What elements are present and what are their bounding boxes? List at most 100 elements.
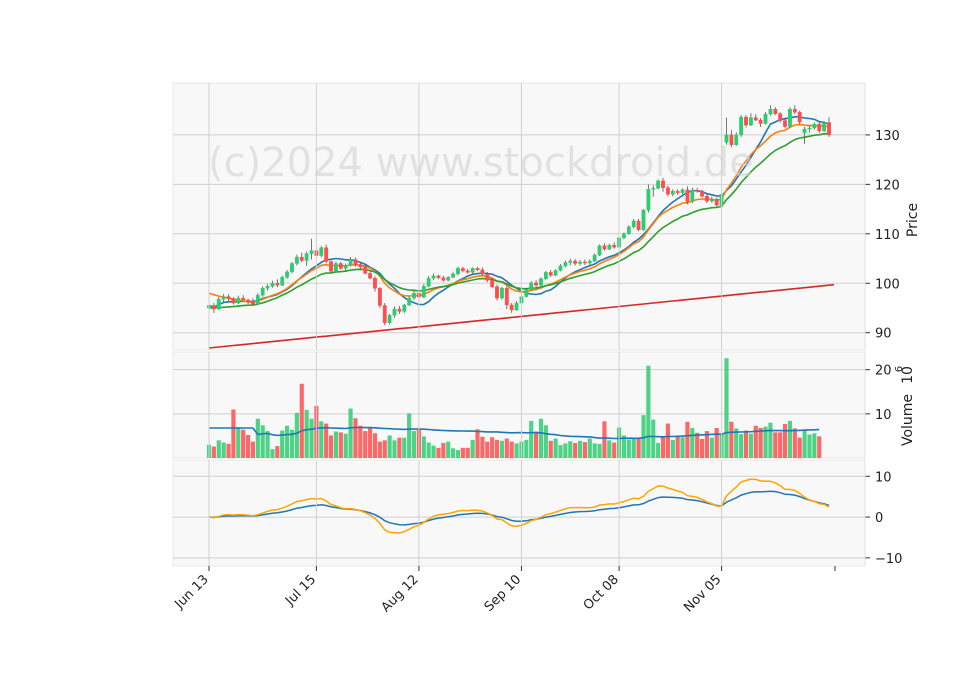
candle-body	[797, 111, 802, 123]
x-tick-label: Jul 15	[282, 572, 319, 609]
volume-bar	[328, 435, 334, 458]
volume-bar	[289, 429, 295, 458]
candle-body	[607, 244, 612, 250]
candle-body	[534, 282, 538, 286]
candle-body	[485, 273, 490, 281]
volume-bar	[270, 449, 275, 458]
x-tick-label: Oct 08	[581, 572, 622, 613]
candle-body	[290, 263, 294, 273]
candle-body	[280, 277, 285, 286]
candle-body	[802, 128, 807, 134]
volume-bar	[548, 440, 553, 458]
oscillator-tick-label: 0	[875, 511, 883, 526]
candle-body	[334, 263, 338, 272]
oscillator-line-2	[208, 478, 830, 534]
candle-body	[329, 261, 333, 272]
candle-body	[246, 299, 250, 302]
volume-bar	[631, 438, 636, 458]
volume-bar	[699, 439, 705, 458]
volume-bar	[504, 438, 509, 458]
volume-bar	[338, 432, 343, 458]
volume-bar	[294, 412, 299, 458]
candle-body	[592, 254, 597, 262]
candle-body	[285, 271, 290, 278]
volume-bar	[582, 442, 587, 458]
candle-body	[451, 273, 456, 278]
candle-body	[353, 259, 358, 265]
price-tick-label: 110	[875, 228, 900, 243]
candle-body	[480, 269, 485, 275]
volume-bar	[250, 441, 256, 458]
candle-body	[470, 268, 475, 273]
volume-bar	[509, 441, 514, 458]
volume-bar	[343, 433, 348, 458]
candle-body	[543, 272, 548, 280]
volume-bar	[587, 438, 592, 458]
volume-bar	[397, 437, 402, 458]
candle-body	[553, 270, 558, 276]
price-tick-label: 100	[875, 277, 900, 292]
candle-body	[763, 113, 768, 124]
candle-body	[690, 190, 695, 202]
volume-bar	[236, 427, 241, 458]
candle-body	[646, 189, 651, 211]
candle-body	[524, 289, 529, 297]
price-plot-area	[172, 82, 866, 351]
candle-body	[236, 297, 241, 304]
oscillator-tick-label: −10	[875, 552, 902, 567]
volume-bar	[275, 446, 280, 458]
candle-body	[587, 260, 592, 264]
candle-body	[421, 286, 426, 298]
volume-bar	[758, 427, 763, 458]
volume-bar	[514, 443, 519, 458]
oscillator-panel: −10 0 10	[172, 459, 902, 567]
volume-bar	[426, 442, 431, 458]
volume-bar	[451, 448, 456, 458]
candle-body	[373, 278, 377, 289]
volume-bar	[216, 440, 221, 458]
volume-bar	[309, 418, 314, 458]
oscillator-tick-label: 10	[875, 470, 892, 485]
candle-body	[714, 198, 719, 206]
volume-bar	[377, 441, 382, 458]
volume-bar	[602, 421, 607, 458]
candle-body	[744, 116, 748, 126]
volume-bar	[348, 408, 353, 458]
candle-body	[700, 191, 704, 197]
volume-bar	[490, 437, 495, 458]
volume-bar	[778, 432, 783, 458]
volume-bar	[709, 437, 714, 458]
candle-body	[265, 286, 270, 289]
volume-bar	[211, 446, 216, 458]
volume-bar	[402, 437, 407, 458]
candle-body	[221, 296, 226, 300]
volume-bar	[333, 431, 339, 458]
candle-body	[827, 122, 831, 136]
candle-body	[475, 268, 480, 271]
volume-bar	[543, 425, 548, 458]
watermark: (c)2024 www.stockdroid.de	[208, 140, 754, 186]
volume-bar	[729, 421, 734, 458]
price-tick-label: 120	[875, 178, 900, 193]
price-panel: 90 100 110 120 130	[172, 82, 900, 351]
volume-bar	[792, 428, 797, 458]
volume-bar	[499, 440, 504, 458]
price-axis-label: Price	[905, 203, 921, 237]
candle-body	[558, 265, 563, 271]
volume-bar	[768, 422, 773, 458]
volume-bar	[636, 437, 641, 458]
candle-body	[436, 275, 441, 279]
volume-bar	[241, 429, 246, 458]
candle-body	[729, 134, 734, 146]
oscillator-line-1	[208, 490, 830, 526]
volume-bar	[538, 418, 544, 458]
candle-body	[568, 260, 573, 263]
volume-bar	[675, 436, 680, 458]
candle-body	[622, 233, 626, 238]
candle-body	[548, 272, 553, 276]
candle-body	[412, 292, 416, 299]
candle-body	[392, 308, 397, 316]
x-tick-label: Aug 12	[379, 572, 422, 615]
x-tick-label: Nov 05	[681, 572, 724, 615]
